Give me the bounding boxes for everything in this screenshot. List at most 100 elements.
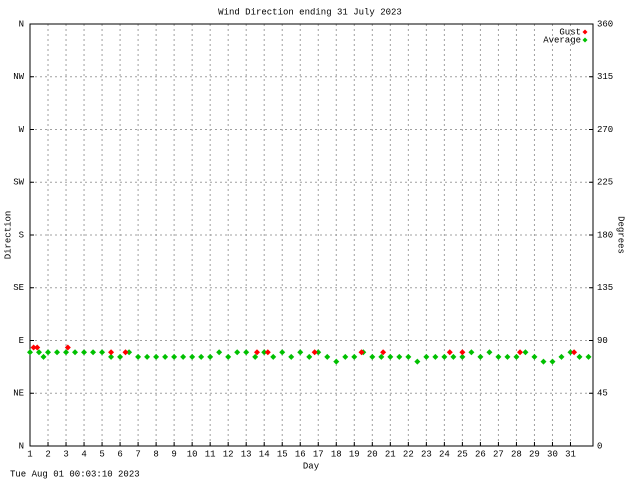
- data-point: [126, 349, 133, 356]
- y2-tick-label: 315: [597, 72, 613, 82]
- data-point: [558, 353, 565, 360]
- data-point: [243, 349, 250, 356]
- data-point: [378, 353, 385, 360]
- data-point: [108, 353, 115, 360]
- data-point: [351, 353, 358, 360]
- x-tick-label: 9: [171, 449, 176, 459]
- data-point: [54, 349, 61, 356]
- data-point: [504, 353, 511, 360]
- x-tick-label: 10: [187, 449, 198, 459]
- data-point: [315, 349, 322, 356]
- data-point: [207, 353, 214, 360]
- data-point: [234, 349, 241, 356]
- x-tick-label: 18: [331, 449, 342, 459]
- data-point: [414, 358, 421, 365]
- legend-label: Gust: [559, 27, 581, 37]
- data-point: [380, 349, 387, 356]
- legend-label: Average: [543, 35, 581, 45]
- chart-title: Wind Direction ending 31 July 2023: [218, 7, 402, 17]
- y-tick-label: SE: [13, 283, 24, 293]
- x-tick-label: 17: [313, 449, 324, 459]
- data-point: [333, 358, 340, 365]
- x-tick-label: 14: [259, 449, 270, 459]
- data-point: [81, 349, 88, 356]
- x-tick-label: 6: [117, 449, 122, 459]
- x-tick-label: 5: [99, 449, 104, 459]
- data-point: [477, 353, 484, 360]
- x-tick-label: 31: [565, 449, 576, 459]
- x-tick-label: 3: [63, 449, 68, 459]
- data-point: [153, 353, 160, 360]
- data-point: [522, 349, 529, 356]
- data-point: [311, 349, 318, 356]
- data-point: [279, 349, 286, 356]
- data-point: [261, 349, 268, 356]
- y2-tick-label: 225: [597, 178, 613, 188]
- data-point: [122, 349, 129, 356]
- y2-tick-label: 180: [597, 230, 613, 240]
- data-point: [531, 353, 538, 360]
- y-tick-label: NE: [13, 389, 24, 399]
- x-tick-label: 29: [529, 449, 540, 459]
- data-point: [270, 353, 277, 360]
- data-point: [135, 353, 142, 360]
- data-point: [225, 353, 232, 360]
- data-point: [450, 353, 457, 360]
- data-point: [446, 349, 453, 356]
- data-point: [342, 353, 349, 360]
- plot-frame: [29, 23, 594, 447]
- data-point: [189, 353, 196, 360]
- data-point: [441, 353, 448, 360]
- y2-tick-label: 45: [597, 389, 608, 399]
- data-point: [306, 353, 313, 360]
- x-tick-label: 22: [403, 449, 414, 459]
- y-tick-label: W: [19, 125, 25, 135]
- x-tick-label: 1: [27, 449, 32, 459]
- legend-marker: [582, 29, 588, 35]
- data-point: [369, 353, 376, 360]
- data-point: [99, 349, 106, 356]
- data-point: [90, 349, 97, 356]
- data-point: [513, 353, 520, 360]
- x-tick-label: 11: [205, 449, 216, 459]
- x-tick-label: 2: [45, 449, 50, 459]
- data-point: [64, 344, 71, 351]
- data-point: [264, 349, 271, 356]
- data-point: [72, 349, 79, 356]
- data-point: [254, 349, 261, 356]
- x-tick-label: 25: [457, 449, 468, 459]
- x-tick-label: 28: [511, 449, 522, 459]
- data-point: [432, 353, 439, 360]
- x-tick-label: 19: [349, 449, 360, 459]
- data-point: [358, 349, 365, 356]
- x-axis-label: Day: [303, 461, 320, 471]
- data-point: [405, 353, 412, 360]
- data-point: [34, 344, 41, 351]
- x-tick-label: 20: [367, 449, 378, 459]
- data-point: [486, 349, 493, 356]
- data-point: [108, 349, 115, 356]
- y-tick-label: NW: [13, 72, 24, 82]
- data-point: [549, 358, 556, 365]
- data-point: [387, 353, 394, 360]
- data-point: [324, 353, 331, 360]
- y2-tick-label: 135: [597, 283, 613, 293]
- data-point: [40, 353, 47, 360]
- data-point: [585, 353, 592, 360]
- data-point: [117, 353, 124, 360]
- data-point: [459, 353, 466, 360]
- data-point: [423, 353, 430, 360]
- data-point: [171, 353, 178, 360]
- y-tick-label: S: [19, 230, 24, 240]
- data-point: [297, 349, 304, 356]
- x-tick-label: 12: [223, 449, 234, 459]
- data-point: [198, 353, 205, 360]
- data-point: [45, 349, 52, 356]
- data-point: [517, 349, 524, 356]
- x-tick-label: 15: [277, 449, 288, 459]
- y-tick-label: E: [19, 336, 24, 346]
- y2-tick-label: 0: [597, 441, 602, 451]
- y-tick-label: N: [19, 441, 24, 451]
